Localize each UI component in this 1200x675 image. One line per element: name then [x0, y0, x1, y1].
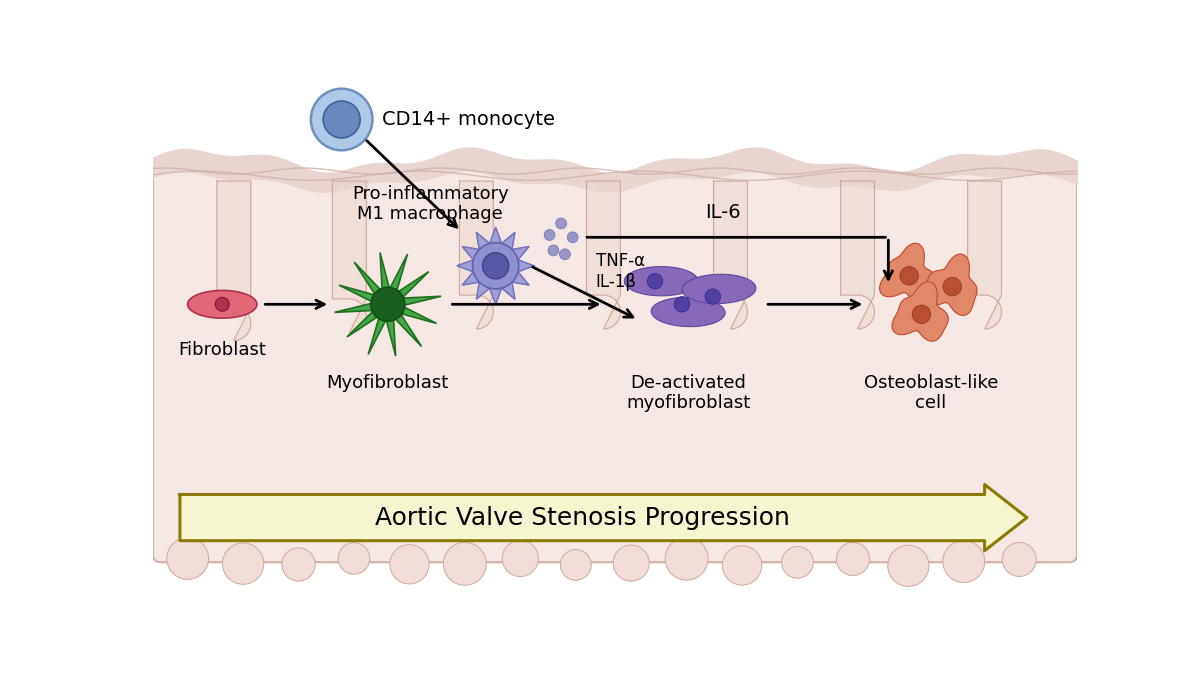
Circle shape [613, 545, 649, 581]
Polygon shape [624, 267, 698, 296]
Polygon shape [923, 254, 977, 315]
Polygon shape [187, 290, 257, 318]
Circle shape [722, 545, 762, 585]
Polygon shape [332, 181, 366, 333]
Polygon shape [892, 281, 948, 342]
Circle shape [544, 230, 554, 240]
Circle shape [222, 543, 264, 585]
Text: TNF-α
IL-1β: TNF-α IL-1β [595, 252, 644, 291]
Circle shape [943, 277, 961, 296]
Polygon shape [967, 181, 1002, 329]
Circle shape [371, 288, 404, 321]
Circle shape [323, 101, 360, 138]
Polygon shape [880, 243, 937, 302]
Circle shape [390, 545, 430, 584]
Circle shape [311, 88, 372, 151]
Text: Myofibroblast: Myofibroblast [326, 373, 449, 392]
Polygon shape [841, 181, 875, 329]
Circle shape [900, 267, 918, 285]
Circle shape [560, 549, 592, 580]
FancyBboxPatch shape [154, 154, 1078, 562]
Circle shape [559, 249, 570, 260]
Polygon shape [217, 181, 251, 340]
Polygon shape [180, 485, 1027, 551]
Polygon shape [652, 298, 725, 327]
Circle shape [548, 245, 559, 256]
Circle shape [568, 232, 578, 243]
Text: Fibroblast: Fibroblast [179, 342, 266, 359]
Circle shape [836, 543, 870, 576]
Text: CD14+ monocyte: CD14+ monocyte [382, 110, 554, 129]
Polygon shape [335, 252, 442, 356]
Circle shape [665, 537, 708, 580]
Circle shape [781, 547, 814, 578]
Circle shape [674, 296, 690, 312]
Circle shape [215, 298, 229, 311]
Polygon shape [682, 274, 756, 304]
Polygon shape [460, 181, 493, 329]
Text: Pro-inflammatory
M1 macrophage: Pro-inflammatory M1 macrophage [352, 185, 509, 223]
Text: IL-6: IL-6 [704, 203, 740, 222]
Circle shape [282, 548, 316, 581]
Circle shape [473, 243, 518, 289]
Circle shape [1002, 543, 1037, 576]
Circle shape [338, 543, 370, 574]
Circle shape [556, 218, 566, 229]
Circle shape [502, 540, 539, 576]
Polygon shape [587, 181, 620, 329]
Circle shape [943, 541, 985, 583]
Circle shape [167, 537, 209, 579]
Circle shape [912, 305, 931, 323]
Text: De-activated
myofibroblast: De-activated myofibroblast [626, 373, 750, 412]
Circle shape [647, 273, 662, 289]
Text: Aortic Valve Stenosis Progression: Aortic Valve Stenosis Progression [374, 506, 790, 530]
Circle shape [482, 252, 509, 279]
Circle shape [888, 545, 929, 587]
Text: Osteoblast-like
cell: Osteoblast-like cell [864, 373, 998, 412]
Circle shape [706, 289, 720, 304]
Polygon shape [714, 181, 748, 329]
Polygon shape [457, 227, 534, 304]
Circle shape [443, 542, 486, 585]
